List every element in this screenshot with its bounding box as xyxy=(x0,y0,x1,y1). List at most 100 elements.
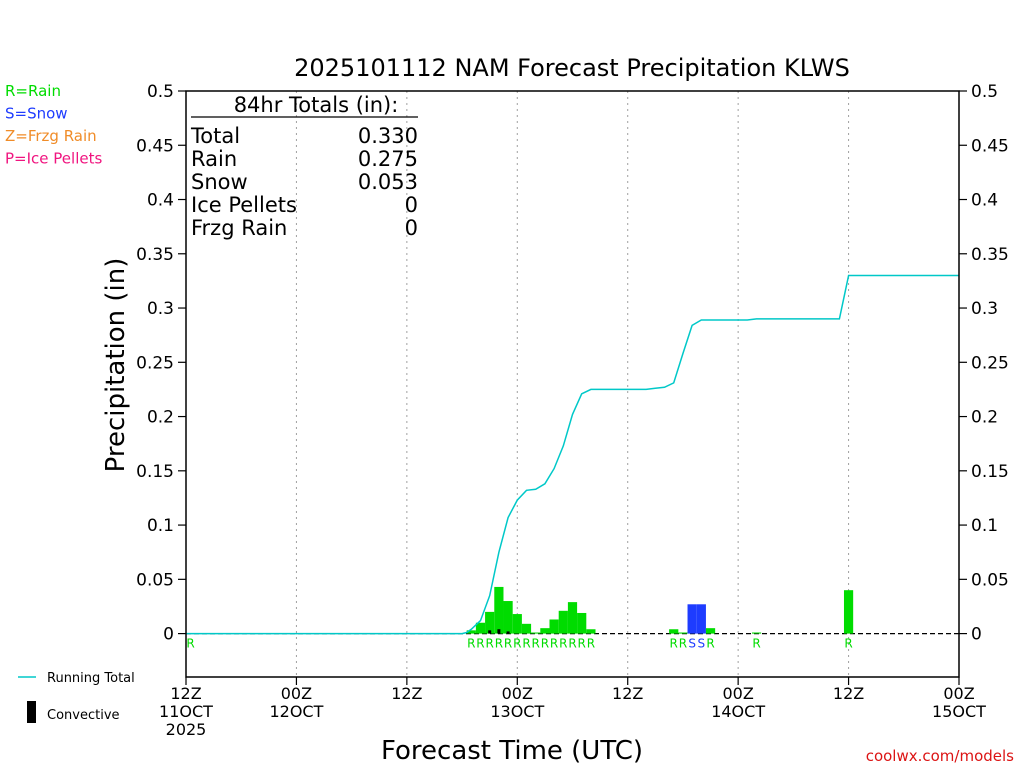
precip-bar xyxy=(512,614,522,634)
precip-bar xyxy=(586,629,596,634)
precip-type-letter: R xyxy=(587,637,595,651)
precip-bar xyxy=(558,610,568,634)
precip-bar xyxy=(503,601,513,634)
precip-type-letter: R xyxy=(486,637,494,651)
chart-title: 2025101112 NAM Forecast Precipitation KL… xyxy=(294,54,850,82)
precip-type-letter: R xyxy=(578,637,586,651)
totals-row-value: 0.275 xyxy=(358,147,418,171)
precip-bar xyxy=(540,628,550,634)
y-tick-label-right: 0.25 xyxy=(971,353,1009,373)
x-tick-label: 14OCT xyxy=(711,702,765,721)
x-tick-label: 00Z xyxy=(722,684,753,703)
totals-heading: 84hr Totals (in): xyxy=(234,93,399,117)
convective-legend-swatch xyxy=(27,701,36,723)
running-total-legend-label: Running Total xyxy=(47,671,135,686)
y-tick-label-left: 0.2 xyxy=(147,408,174,428)
y-tick-label-left: 0.25 xyxy=(136,353,174,373)
precip-bar xyxy=(531,632,541,634)
convective-bar xyxy=(506,631,510,634)
x-tick-label: 12Z xyxy=(612,684,643,703)
legend-entry: Z=Frzg Rain xyxy=(5,127,97,145)
x-tick-label: 00Z xyxy=(943,684,974,703)
y-tick-label-left: 0.3 xyxy=(147,299,174,319)
credit-text: coolwx.com/models xyxy=(866,747,1014,765)
y-tick-label-left: 0.35 xyxy=(136,245,174,265)
x-axis-label: Forecast Time (UTC) xyxy=(381,736,643,766)
totals-row-value: 0 xyxy=(405,193,418,217)
plot-frame xyxy=(185,90,960,678)
precip-type-letter: S xyxy=(688,637,696,651)
convective-bar xyxy=(488,630,492,634)
precip-bar xyxy=(678,632,688,634)
precip-bar xyxy=(549,619,559,634)
y-tick-label-right: 0.4 xyxy=(971,191,998,211)
x-tick-label: 12Z xyxy=(391,684,422,703)
precip-type-letter: R xyxy=(844,637,852,651)
precip-type-letter: R xyxy=(532,637,540,651)
precip-type-letter: R xyxy=(467,637,475,651)
precip-bar xyxy=(485,611,495,634)
precip-bar xyxy=(696,604,706,634)
legend-entry: P=Ice Pellets xyxy=(5,150,102,168)
precip-type-letter: R xyxy=(559,637,567,651)
precip-type-letter: R xyxy=(476,637,484,651)
x-tick-label: 12Z xyxy=(170,684,201,703)
precip-bar xyxy=(494,586,504,634)
y-tick-label-left: 0.05 xyxy=(136,570,174,590)
x-tick-label: 2025 xyxy=(166,720,207,739)
y-tick-label-left: 0 xyxy=(163,625,174,645)
x-tick-label: 00Z xyxy=(281,684,312,703)
totals-row-label: Ice Pellets xyxy=(191,193,297,217)
y-tick-label-left: 0.4 xyxy=(147,191,174,211)
gridlines xyxy=(295,91,850,677)
precip-bar xyxy=(751,632,762,634)
legend-entry: R=Rain xyxy=(5,82,61,100)
precip-bar xyxy=(577,612,587,634)
precip-bar xyxy=(687,604,697,634)
precip-bar xyxy=(567,602,578,634)
precip-bar xyxy=(475,622,486,634)
totals-row-value: 0 xyxy=(405,216,418,240)
totals-row-label: Rain xyxy=(191,147,237,171)
bottom-legend: Running Total Convective xyxy=(18,671,135,723)
precip-type-legend: R=Rain S=Snow Z=Frzg Rain P=Ice Pellets xyxy=(5,82,102,168)
totals-box: 84hr Totals (in): Total 0.330 Rain 0.275 Snow… xyxy=(190,93,418,240)
precip-bars xyxy=(466,586,854,634)
y-tick-label-right: 0.15 xyxy=(971,462,1009,482)
y-tick-label-right: 0.5 xyxy=(971,82,998,102)
y-tick-label-left: 0.5 xyxy=(147,82,174,102)
x-tick-label: 00Z xyxy=(502,684,533,703)
totals-row-value: 0.330 xyxy=(358,124,418,148)
y-axis-label: Precipitation (in) xyxy=(101,258,131,473)
precip-type-letter: S xyxy=(698,637,706,651)
precip-bar xyxy=(705,628,716,634)
precip-type-letter: R xyxy=(679,637,687,651)
totals-row-value: 0.053 xyxy=(358,170,418,194)
y-tick-label-right: 0.45 xyxy=(971,136,1009,156)
x-tick-label: 12Z xyxy=(833,684,864,703)
x-tick-label: 13OCT xyxy=(490,702,544,721)
y-tick-label-right: 0.3 xyxy=(971,299,998,319)
precip-bar xyxy=(521,623,532,634)
convective-legend-label: Convective xyxy=(47,708,120,723)
y-axis-right: 0 0.05 0.1 0.15 0.2 0.25 0.3 0.35 0.4 0.45 0.5 xyxy=(959,82,1009,645)
precip-bar xyxy=(843,590,854,634)
x-tick-label: 11OCT xyxy=(159,702,213,721)
y-tick-label-right: 0.1 xyxy=(971,516,998,536)
precip-type-letter: R xyxy=(513,637,521,651)
convective-bar xyxy=(497,629,501,634)
precip-bar xyxy=(466,630,476,634)
precip-type-letter: R xyxy=(541,637,549,651)
precip-type-letter: R xyxy=(186,637,194,651)
precip-type-letter: R xyxy=(495,637,503,651)
y-axis-left: 0 0.05 0.1 0.15 0.2 0.25 0.3 0.35 0.4 0.45 0.5 xyxy=(136,82,186,645)
convective-bars xyxy=(488,629,510,634)
precip-type-letter: R xyxy=(504,637,512,651)
totals-row-label: Snow xyxy=(191,170,248,194)
y-tick-label-left: 0.15 xyxy=(136,462,174,482)
x-tick-label: 15OCT xyxy=(932,702,986,721)
y-tick-label-left: 0.45 xyxy=(136,136,174,156)
